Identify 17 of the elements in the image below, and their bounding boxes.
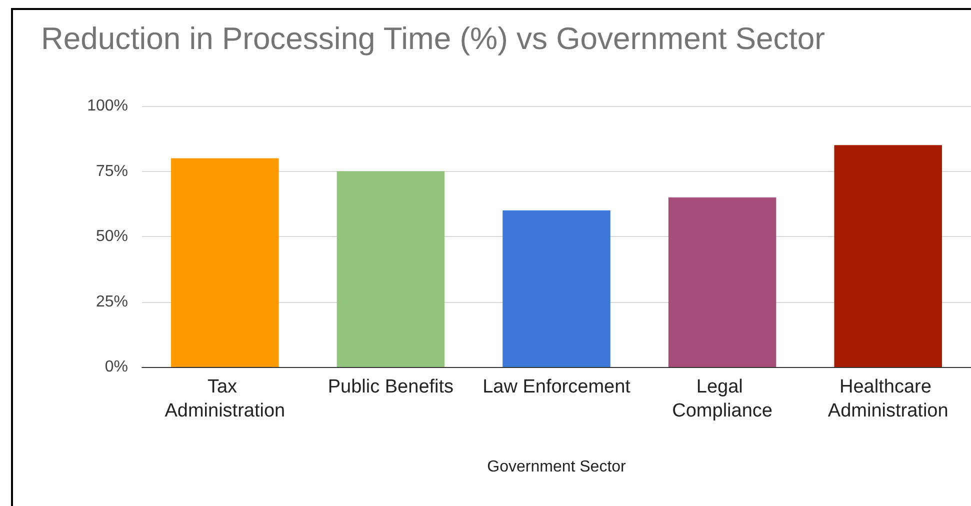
y-tick-label: 75%: [96, 162, 128, 180]
y-tick-label: 100%: [87, 98, 128, 114]
bar: [171, 158, 279, 367]
x-tick-label: Healthcare Administration: [828, 376, 948, 422]
x-tick-label: Law Enforcement: [482, 376, 632, 398]
x-tick-label: Tax Administration: [164, 376, 286, 422]
bar: [668, 197, 776, 367]
x-tick-label: Legal Compliance: [672, 376, 772, 422]
y-tick-label: 25%: [96, 293, 128, 310]
y-tick-label: 0%: [104, 358, 128, 376]
bar: [502, 210, 610, 367]
y-tick-label: 50%: [96, 228, 128, 245]
bar: [834, 145, 942, 367]
bar: [336, 171, 445, 367]
x-axis-title: Government Sector: [487, 458, 627, 476]
x-tick-label: Public Benefits: [328, 376, 454, 398]
chart-title: Reduction in Processing Time (%) vs Government Sector: [41, 21, 825, 56]
